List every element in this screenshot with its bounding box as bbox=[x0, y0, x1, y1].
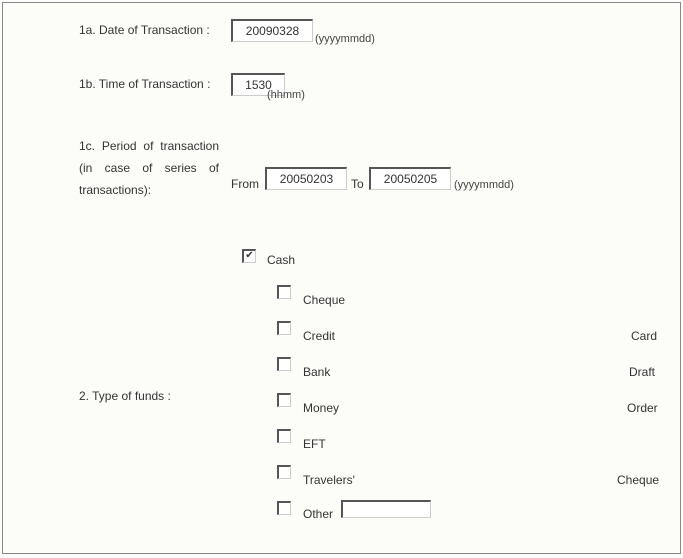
q1b-hint: (hhmm) bbox=[267, 89, 305, 101]
q1c-hint: (yyyymmdd) bbox=[454, 179, 514, 191]
q1a-value[interactable]: 20090328 bbox=[231, 19, 313, 42]
q1c-from-value[interactable]: 20050203 bbox=[265, 167, 347, 190]
q1c-to-label: To bbox=[351, 177, 364, 191]
q2-opt4-right: Order bbox=[627, 401, 658, 415]
q2-opt6-right: Cheque bbox=[617, 473, 659, 487]
q2-opt0-label: Cash bbox=[267, 253, 295, 267]
q2-opt3-label: Bank bbox=[303, 365, 330, 379]
q1c-label: 1c. Period of transaction (in case of se… bbox=[79, 135, 219, 201]
checkmark-icon: ✔ bbox=[245, 250, 253, 261]
q2-opt3-checkbox[interactable] bbox=[277, 357, 291, 371]
q2-opt2-label: Credit bbox=[303, 329, 335, 343]
q2-opt7-checkbox[interactable] bbox=[277, 501, 291, 515]
q2-other-input[interactable] bbox=[341, 500, 431, 518]
q2-opt1-checkbox[interactable] bbox=[277, 285, 291, 299]
q2-opt2-checkbox[interactable] bbox=[277, 321, 291, 335]
q1c-to-value[interactable]: 20050205 bbox=[369, 167, 451, 190]
q1a-hint: (yyyymmdd) bbox=[315, 33, 375, 45]
q2-opt2-right: Card bbox=[631, 329, 657, 343]
q2-label: 2. Type of funds : bbox=[79, 389, 219, 403]
q2-opt4-checkbox[interactable] bbox=[277, 393, 291, 407]
q2-opt4-label: Money bbox=[303, 401, 339, 415]
q2-opt7-label: Other bbox=[303, 507, 333, 521]
q1b-label: 1b. Time of Transaction : bbox=[79, 77, 219, 91]
q2-opt5-checkbox[interactable] bbox=[277, 429, 291, 443]
q2-opt5-label: EFT bbox=[303, 437, 326, 451]
q2-opt1-label: Cheque bbox=[303, 293, 345, 307]
q1c-from-label: From bbox=[231, 177, 259, 191]
q2-opt6-label: Travelers' bbox=[303, 473, 355, 487]
q2-opt3-right: Draft bbox=[629, 365, 655, 379]
q1a-label: 1a. Date of Transaction : bbox=[79, 23, 219, 37]
q2-opt0-checkbox[interactable]: ✔ bbox=[242, 249, 256, 263]
q2-opt6-checkbox[interactable] bbox=[277, 465, 291, 479]
